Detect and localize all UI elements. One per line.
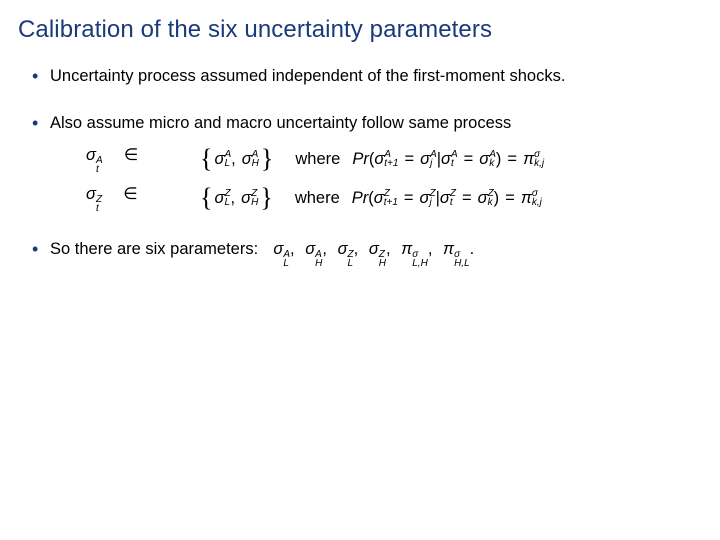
comma: , [231, 188, 236, 209]
equation-row-Z: σZt ∈ { σZL , σZH } where Pr( σZt+1 = σZ… [86, 184, 692, 213]
rbrace-icon: } [259, 149, 275, 169]
pi-symbol: π [443, 240, 454, 258]
period: . [470, 240, 475, 258]
slide-title: Calibration of the six uncertainty param… [18, 16, 692, 44]
sigma-symbol: σ [369, 240, 379, 258]
sigma-symbol: σ [86, 146, 96, 164]
sub-t: t [96, 165, 103, 174]
sub-L: L [283, 259, 290, 268]
bullet-text-3: So there are six parameters: [50, 240, 258, 258]
lbrace-icon: { [198, 188, 214, 208]
param-list: σAL, σAH, σZL, σZH, πσL,H, πσH,L. [273, 240, 474, 258]
sigma-symbol: σ [241, 188, 251, 209]
sub-tp1: t+1 [384, 159, 398, 168]
sub-t: t [450, 198, 456, 207]
comma: , [428, 240, 433, 258]
comma: , [231, 149, 236, 170]
sub-t: t [451, 159, 458, 168]
sigma-symbol: σ [242, 149, 252, 170]
sub-t: t [96, 204, 102, 213]
equals: = [404, 188, 414, 209]
sub-L: L [348, 259, 354, 268]
pi-symbol: π [521, 188, 532, 209]
sigma-symbol: σ [305, 240, 315, 258]
rparen: ) [496, 149, 502, 170]
elem-symbol: ∈ [124, 146, 138, 164]
sigma-symbol: σ [441, 149, 451, 170]
equals: = [462, 188, 472, 209]
comma: , [386, 240, 391, 258]
pi-symbol: π [523, 149, 534, 170]
slide: Calibration of the six uncertainty param… [0, 0, 720, 540]
comma: , [290, 240, 295, 258]
sigma-symbol: σ [478, 188, 488, 209]
where-text: where [295, 188, 340, 209]
equation-row-A: σAt ∈ { σAL , σAH } where Pr( σAt+1 = σA… [86, 145, 692, 174]
sigma-symbol: σ [273, 240, 283, 258]
bullet-list: Uncertainty process assumed independent … [28, 66, 692, 268]
bullet-item-3: So there are six parameters: σAL, σAH, σ… [28, 239, 692, 268]
sub-kj: k,j [534, 159, 544, 168]
rbrace-icon: } [258, 188, 274, 208]
sub-kj: k,j [532, 198, 542, 207]
sigma-symbol: σ [86, 185, 96, 203]
sub-LH: L,H [412, 259, 428, 268]
sigma-symbol: σ [440, 188, 450, 209]
bullet-text-2: Also assume micro and macro uncertainty … [50, 114, 511, 132]
pr-text: Pr [352, 188, 369, 209]
sub-HL: H,L [454, 259, 470, 268]
eq-A: σAt ∈ { σAL , σAH } where Pr( σAt+1 = σA… [86, 145, 544, 174]
sub-k: k [489, 159, 496, 168]
sigma-symbol: σ [420, 188, 430, 209]
where-text: where [295, 149, 340, 170]
sigma-symbol: σ [214, 188, 224, 209]
elem-symbol: ∈ [123, 185, 137, 203]
sub-tp1: t+1 [384, 198, 398, 207]
pr-text: Pr [352, 149, 369, 170]
eq-Z: σZt ∈ { σZL , σZH } where Pr( σZt+1 = σZ… [86, 184, 542, 213]
comma: , [354, 240, 359, 258]
sigma-symbol: σ [338, 240, 348, 258]
comma: , [322, 240, 327, 258]
rparen: ) [494, 188, 500, 209]
sub-H: H [252, 159, 259, 168]
lbrace-icon: { [198, 149, 214, 169]
sigma-symbol: σ [374, 188, 384, 209]
sigma-symbol: σ [479, 149, 489, 170]
equals: = [404, 149, 414, 170]
bullet-item-2: Also assume micro and macro uncertainty … [28, 113, 692, 212]
equals: = [507, 149, 517, 170]
sub-L: L [224, 159, 231, 168]
bullet-text-1: Uncertainty process assumed independent … [50, 67, 565, 85]
pi-symbol: π [401, 240, 412, 258]
equals: = [464, 149, 474, 170]
sigma-symbol: σ [374, 149, 384, 170]
equals: = [505, 188, 515, 209]
sub-H: H [315, 259, 322, 268]
bullet-item-1: Uncertainty process assumed independent … [28, 66, 692, 87]
sub-H: H [251, 198, 258, 207]
sigma-symbol: σ [214, 149, 224, 170]
sub-H: H [379, 259, 386, 268]
sigma-symbol: σ [420, 149, 430, 170]
sub-j: j [430, 159, 437, 168]
